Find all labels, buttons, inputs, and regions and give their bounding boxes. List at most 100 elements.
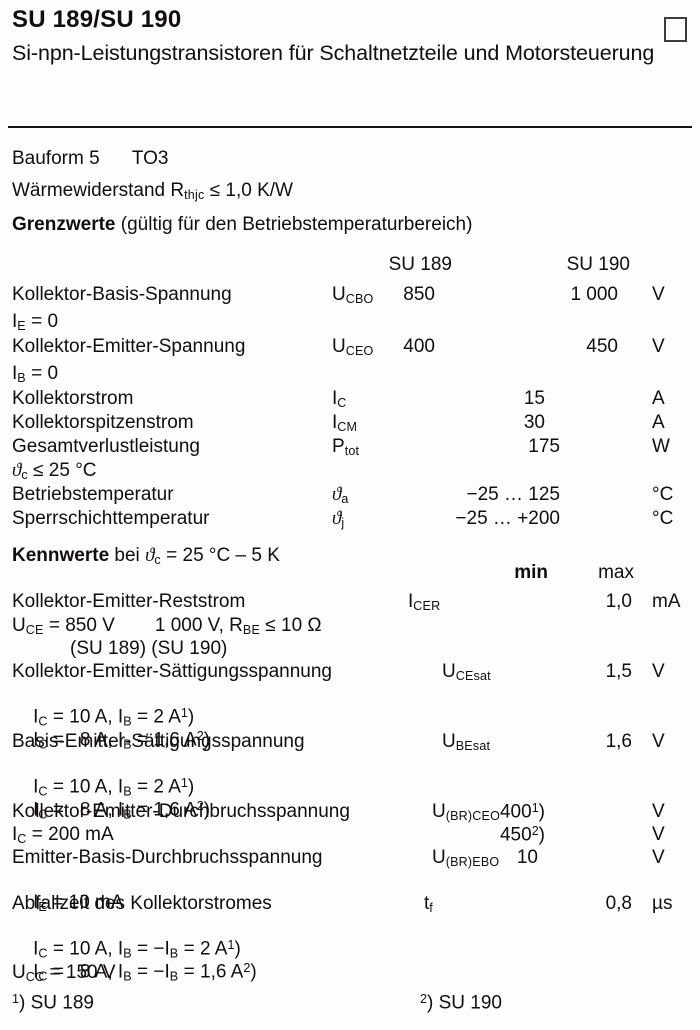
condition-symbol: I <box>12 311 18 332</box>
header-divider <box>8 126 692 128</box>
param-symbol: tf <box>424 893 433 915</box>
condition-value-3: ) <box>187 776 195 798</box>
condition-value: = 200 mA <box>26 824 114 845</box>
condition-symbol-sub-3: B <box>169 946 179 961</box>
footnote-2: 2) SU 190 <box>420 992 502 1015</box>
param-name: Kollektor-Emitter-Sättigungsspannung <box>12 661 333 682</box>
condition-symbol-sub: CC <box>25 969 45 984</box>
param-name: Betriebstemperatur <box>12 484 174 505</box>
condition-value: = 10 A, I <box>47 776 124 798</box>
condition-value: = 8 A, I <box>47 961 124 983</box>
value-unit: A <box>652 412 665 433</box>
param-symbol: Ptot <box>332 436 360 458</box>
thermal-resistance-row: Wärmewiderstand Rthjc ≤ 1,0 K/W <box>12 180 293 202</box>
condition-value-3: ≤ 10 Ω <box>260 615 322 636</box>
param-symbol: UCEO <box>332 336 374 358</box>
thermal-symbol-sub: thjc <box>184 187 205 202</box>
condition-value: = 10 A, I <box>47 938 124 960</box>
value-max: 1,6 <box>605 731 632 752</box>
footnote-text: ) SU 189 <box>18 992 94 1014</box>
page-title: SU 189/SU 190 <box>12 6 182 33</box>
condition-symbol: I <box>33 799 39 821</box>
value-unit: V <box>652 801 665 822</box>
param-condition: IE = 10 mA <box>12 870 124 936</box>
kennwerte-heading-rest: = 25 °C – 5 K <box>160 545 280 566</box>
kennwerte-heading-mid: bei <box>109 545 146 566</box>
footnote-ref: 1 <box>180 706 188 720</box>
condition-value-2: = −I <box>131 938 170 960</box>
value-su190: 450 <box>586 336 618 357</box>
bauform-label: Bauform 5 <box>12 148 100 169</box>
condition-value: = 0 <box>25 311 59 332</box>
thermal-value: ≤ 1,0 K/W <box>204 180 293 201</box>
condition-symbol-sub: C <box>38 714 48 729</box>
grenzwerte-heading-rest: (gültig für den Betriebstemperaturbereic… <box>115 214 473 235</box>
col-header-max: max <box>598 562 634 583</box>
condition-symbol-sub-2: B <box>123 807 132 822</box>
param-symbol: IC <box>332 388 347 410</box>
condition-value: = 10 mA <box>46 892 124 913</box>
param-condition: IC = 8 A, IB = 1,6 A2) <box>12 777 210 844</box>
value-max: 1,5 <box>605 661 632 682</box>
condition-symbol-sub: E <box>38 899 47 914</box>
condition-symbol-sub: C <box>38 784 48 799</box>
value-shared: −25 … +200 <box>455 508 560 529</box>
value-unit-2: V <box>652 824 665 845</box>
thermal-label: Wärmewiderstand R <box>12 180 185 201</box>
condition-value: ≤ 25 °C <box>27 460 97 481</box>
param-symbol: UBEsat <box>442 731 491 753</box>
condition-value-3: ) <box>203 729 211 751</box>
value-unit: W <box>652 436 670 457</box>
param-condition: IC = 10 A, IB = 2 A1) <box>12 754 194 821</box>
condition-value-2: = 1,6 A <box>131 729 197 751</box>
param-condition: IC = 8 A, IB = −IB = 1,6 A2) <box>12 939 257 1006</box>
param-condition-types: (SU 189) (SU 190) <box>70 638 228 659</box>
param-name: Emitter-Basis-Durchbruchsspannung <box>12 847 323 868</box>
value-max: 1,0 <box>605 591 632 612</box>
condition-symbol: ϑ <box>12 460 22 481</box>
square-outline-icon <box>664 17 687 42</box>
condition-value: = 8 A, I <box>47 729 124 751</box>
condition-value-4: ) <box>234 938 241 960</box>
condition-value-3: ) <box>187 706 195 728</box>
condition-value-2: = −I <box>131 961 170 983</box>
param-name: Kollektor-Emitter-Durchbruchsspannung <box>12 801 350 822</box>
condition-value-2: = 2 A <box>131 776 181 798</box>
param-condition: IC = 10 A, IB = −IB = 2 A1) <box>12 916 241 983</box>
condition-value: = 8 A, I <box>47 799 124 821</box>
value-unit: °C <box>652 508 674 529</box>
condition-symbol-sub-3: B <box>169 969 179 984</box>
bauform-row: Bauform 5 TO3 <box>12 148 168 170</box>
page-subtitle: Si-npn-Leistungstransistoren für Schaltn… <box>12 41 655 65</box>
condition-symbol: I <box>33 892 39 913</box>
footnote-ref: 2 <box>196 799 204 813</box>
condition-value-3: = 1,6 A <box>178 961 244 983</box>
col-header-su189: SU 189 <box>388 254 452 275</box>
value-min: 10 <box>516 847 538 868</box>
value-unit: V <box>652 336 665 357</box>
condition-symbol-sub-2: B <box>123 784 132 799</box>
value-su189: 400 <box>403 336 435 357</box>
footnote-ref: 2 <box>196 729 204 743</box>
value-unit: mA <box>652 591 681 612</box>
condition-value-3: ) <box>203 799 211 821</box>
col-header-min: min <box>514 562 548 583</box>
param-symbol: ICER <box>408 591 441 613</box>
param-name: Kollektor-Emitter-Spannung <box>12 336 246 357</box>
param-condition: IC = 10 A, IB = 2 A1) <box>12 684 194 751</box>
param-name: Abfallzeit des Kollektorstromes <box>12 893 272 914</box>
condition-symbol: U <box>12 962 26 983</box>
condition-value: = 10 A, I <box>47 706 124 728</box>
condition-value-2: 1 000 V, R <box>154 615 243 636</box>
value-shared: 15 <box>523 388 545 409</box>
param-symbol: UCBO <box>332 284 374 306</box>
condition-symbol: I <box>33 706 39 728</box>
grenzwerte-heading-bold: Grenzwerte <box>12 214 116 235</box>
condition-symbol: I <box>33 961 39 983</box>
param-name: Kollektorspitzenstrom <box>12 412 194 433</box>
value-unit: A <box>652 388 665 409</box>
condition-symbol: I <box>12 824 18 845</box>
footnote-1: 1) SU 189 <box>12 992 94 1015</box>
value-unit: µs <box>652 893 673 914</box>
